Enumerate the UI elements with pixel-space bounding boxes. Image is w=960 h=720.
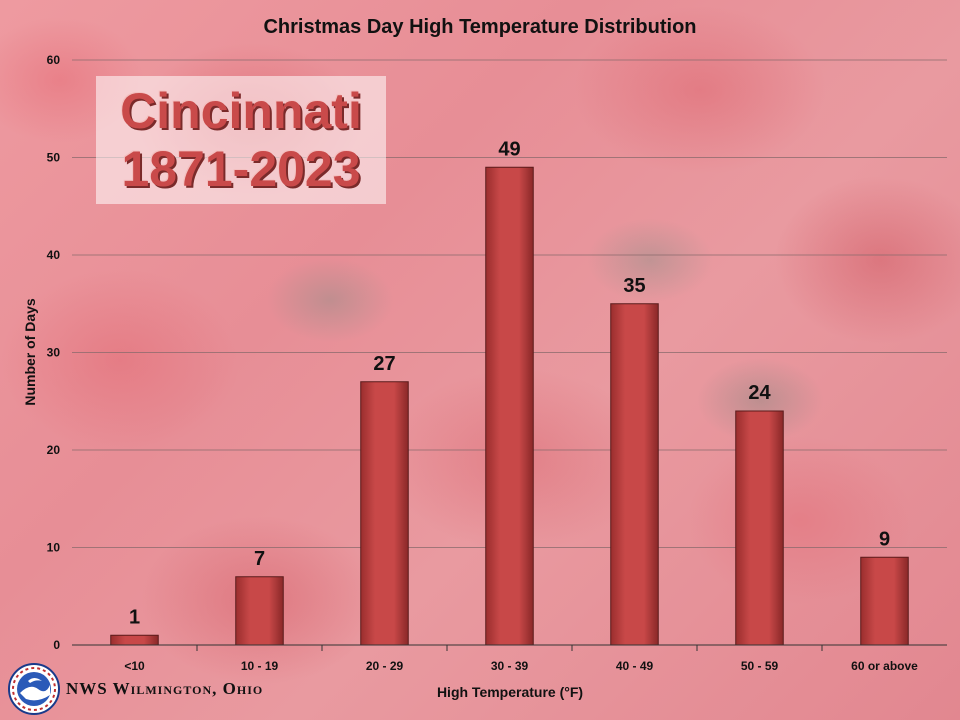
data-label: 24 (748, 382, 771, 404)
bar-4 (610, 303, 659, 646)
footer-org-name: NWS Wilmington, Ohio (66, 679, 264, 698)
y-tick-label: 60 (47, 53, 61, 67)
y-tick-label: 30 (47, 346, 61, 360)
x-tick-label: <10 (124, 659, 145, 673)
data-label: 9 (879, 528, 890, 550)
y-axis-ticks: 0 10 20 30 40 50 60 (47, 53, 61, 652)
nws-logo-icon (8, 663, 60, 715)
city-name: Cincinnati (120, 83, 362, 139)
x-tick-label: 10 - 19 (241, 659, 279, 673)
chart-title: Christmas Day High Temperature Distribut… (263, 16, 696, 38)
bar-5 (735, 410, 784, 646)
x-tick-label: 20 - 29 (366, 659, 404, 673)
bars (110, 166, 909, 646)
bar-3 (485, 166, 534, 646)
y-tick-label: 0 (53, 638, 60, 652)
data-label: 35 (623, 275, 645, 297)
bar-6 (860, 556, 909, 646)
y-tick-label: 10 (47, 541, 61, 555)
x-tick-label: 40 - 49 (616, 659, 654, 673)
data-label: 7 (254, 548, 265, 570)
y-axis-label: Number of Days (22, 298, 38, 406)
x-tick-label: 30 - 39 (491, 659, 529, 673)
location-annotation: Cincinnati 1871-2023 (96, 76, 386, 204)
data-label: 27 (373, 353, 395, 375)
year-range: 1871-2023 (121, 141, 361, 197)
data-label: 49 (498, 138, 520, 160)
bar-1 (235, 576, 284, 646)
footer: NWS Wilmington, Ohio (8, 662, 263, 716)
bar-2 (360, 381, 409, 646)
y-tick-label: 50 (47, 151, 61, 165)
x-axis-ticks: <10 10 - 19 20 - 29 30 - 39 40 - 49 50 - 59 60… (124, 645, 918, 673)
data-label: 1 (129, 606, 140, 628)
data-labels: 1 7 27 49 35 24 9 (129, 138, 890, 628)
y-tick-label: 40 (47, 248, 61, 262)
x-tick-label: 50 - 59 (741, 659, 779, 673)
bar-0 (110, 634, 159, 646)
x-tick-label: 60 or above (851, 659, 918, 673)
x-axis-label: High Temperature (°F) (437, 684, 583, 700)
y-tick-label: 20 (47, 443, 61, 457)
